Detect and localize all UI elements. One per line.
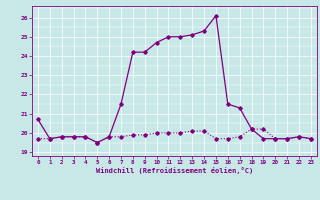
X-axis label: Windchill (Refroidissement éolien,°C): Windchill (Refroidissement éolien,°C) [96, 167, 253, 174]
